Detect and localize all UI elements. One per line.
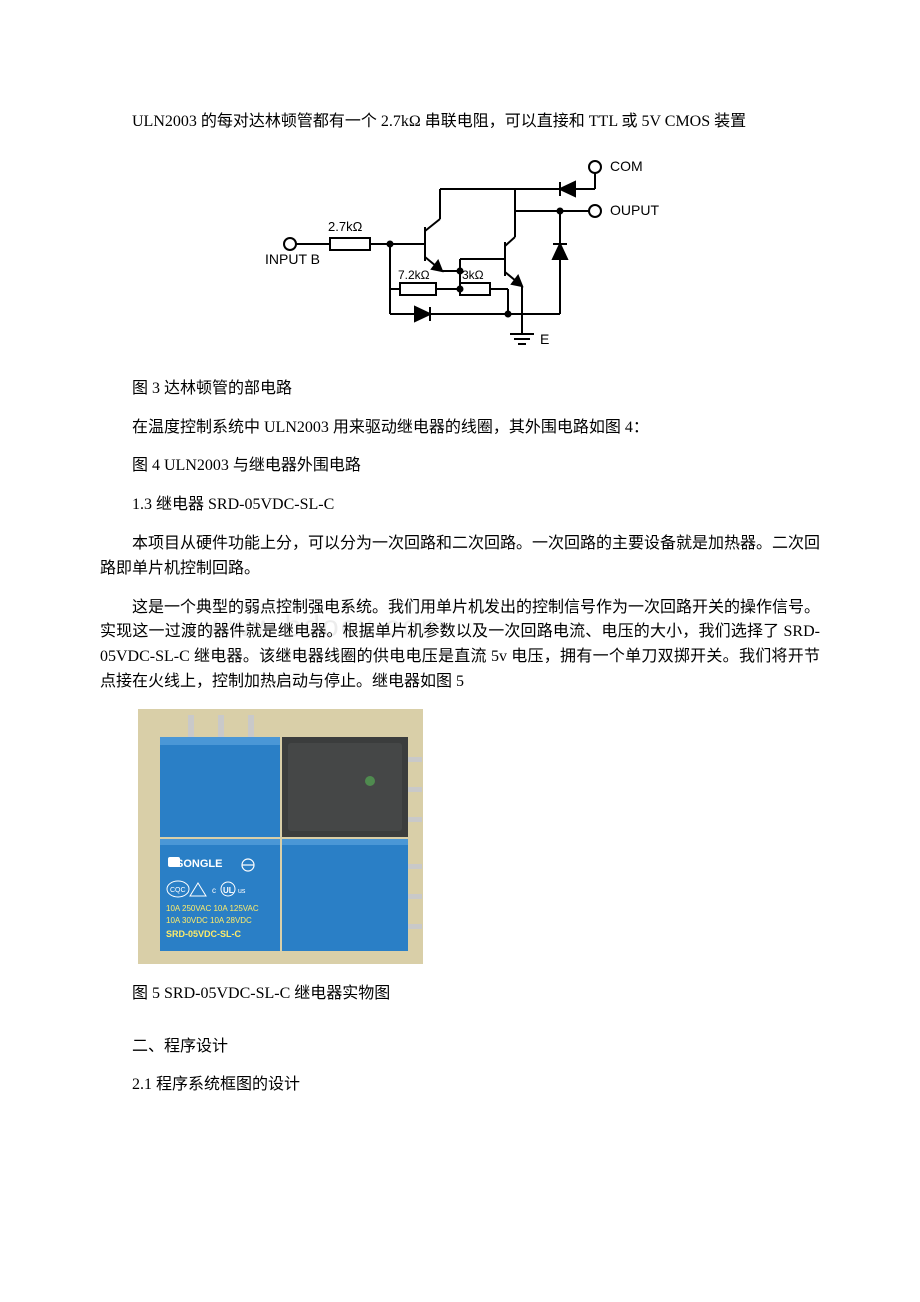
label-input: INPUT B [265, 251, 320, 267]
figure-5-caption: 图 5 SRD-05VDC-SL-C 继电器实物图 [100, 982, 820, 1007]
darlington-circuit-diagram: COM OUPUT C INPUT B 2.7 [260, 149, 660, 359]
heading-1-3: 1.3 继电器 SRD-05VDC-SL-C [100, 493, 820, 518]
page-wrapper: www.bdocx.com ULN2003 的每对达林顿管都有一个 2.7kΩ … [0, 0, 920, 1172]
label-r2: 7.2kΩ [398, 268, 430, 282]
relay-ul-us: us [238, 888, 246, 895]
relay-brand: SONGLE [176, 858, 222, 870]
spacer [100, 1021, 820, 1035]
paragraph-uln2003-intro: ULN2003 的每对达林顿管都有一个 2.7kΩ 串联电阻，可以直接和 TTL… [100, 110, 820, 135]
svg-text:c: c [212, 886, 216, 895]
label-r3: 3kΩ [462, 268, 484, 282]
paragraph-hardware-loops: 本项目从硬件功能上分，可以分为一次回路和二次回路。一次回路的主要设备就是加热器。… [100, 532, 820, 582]
relay-model: SRD-05VDC-SL-C [166, 929, 242, 939]
label-ground: E [540, 331, 549, 347]
relay-photo: SONGLE CQC c UL us 10A 250VAC 10A 125VAC… [138, 709, 423, 964]
label-r1: 2.7kΩ [328, 219, 363, 234]
figure-3-caption: 图 3 达林顿管的部电路 [100, 377, 820, 402]
page-content: ULN2003 的每对达林顿管都有一个 2.7kΩ 串联电阻，可以直接和 TTL… [0, 0, 920, 1172]
heading-2-1: 2.1 程序系统框图的设计 [100, 1073, 820, 1098]
figure-4-caption: 图 4 ULN2003 与继电器外围电路 [100, 454, 820, 479]
relay-ratings-2: 10A 30VDC 10A 28VDC [166, 916, 252, 925]
label-com: COM [610, 158, 643, 174]
label-output: OUPUT C [610, 202, 660, 218]
relay-cqc: CQC [170, 887, 186, 894]
svg-text:UL: UL [223, 886, 234, 895]
paragraph-relay-selection: 这是一个典型的弱点控制强电系统。我们用单片机发出的控制信号作为一次回路开关的操作… [100, 596, 820, 695]
heading-2: 二、程序设计 [100, 1035, 820, 1060]
relay-ratings-1: 10A 250VAC 10A 125VAC [166, 904, 259, 913]
paragraph-relay-driver: 在温度控制系统中 ULN2003 用来驱动继电器的线圈，其外围电路如图 4： [100, 416, 820, 441]
